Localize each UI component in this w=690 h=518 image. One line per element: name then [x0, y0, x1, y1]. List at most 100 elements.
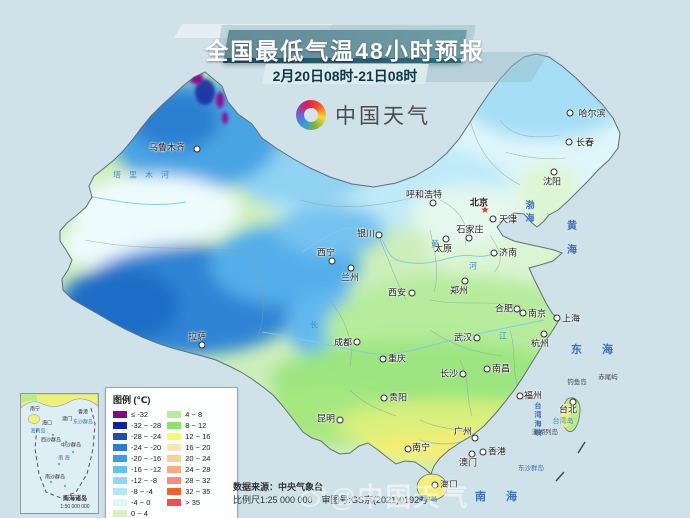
city-label: 哈尔滨: [578, 108, 606, 119]
city-label: 贵阳: [388, 392, 408, 403]
legend-entry: 4 ~ 8: [167, 410, 210, 419]
city-marker: [461, 277, 469, 285]
city-label: 天津: [498, 214, 518, 225]
island-label: 东沙群岛: [518, 465, 544, 472]
temperature-legend: 图例 (℃) ≤ -32 -32 ~ -28 -28 ~ -24 -24 ~ -20-…: [105, 387, 238, 518]
legend-range-label: ≤ -32: [131, 409, 149, 419]
legend-color-swatch: [113, 421, 127, 429]
inset-label: 南海诸岛: [62, 496, 88, 503]
city-marker: [550, 168, 558, 176]
capital-star-marker: ★: [480, 205, 490, 216]
sea-label: 渤海: [524, 200, 535, 226]
city-marker: [553, 314, 561, 322]
china-weather-logo: 中国天气: [296, 100, 431, 130]
inset-mini-map: [20, 393, 99, 499]
inset-label: 海南岛: [30, 428, 46, 435]
legend-entry: 0 ~ 4: [113, 509, 161, 518]
city-label: 沈阳: [542, 176, 562, 187]
legend-color-swatch: [167, 443, 182, 451]
city-marker: [490, 249, 498, 257]
inset-label: 东沙群岛: [72, 419, 94, 426]
city-marker: [193, 145, 201, 153]
city-label: 兰州: [340, 272, 360, 283]
legend-color-swatch: [167, 476, 182, 484]
city-marker: [442, 235, 450, 243]
legend-entry: 12 ~ 16: [167, 432, 210, 441]
legend-entry: 16 ~ 20: [167, 443, 210, 452]
city-label: 香港: [487, 446, 507, 457]
city-marker: [540, 330, 548, 338]
legend-entry: -32 ~ -28: [113, 421, 161, 430]
legend-entry: 20 ~ 24: [167, 454, 210, 463]
legend-color-swatch: [113, 509, 127, 517]
legend-color-swatch: [167, 487, 182, 495]
river-label: 长: [310, 320, 318, 330]
rivers: [87, 195, 545, 445]
city-label: 福州: [523, 390, 543, 401]
legend-entry: -8 ~ -4: [113, 487, 161, 496]
inset-label: 西沙群岛: [40, 437, 62, 444]
taiwan-west-shade: [560, 403, 571, 428]
city-label: 济南: [498, 247, 518, 258]
sea-label: 东海: [571, 344, 633, 356]
legend-color-swatch: [113, 487, 127, 495]
city-marker: [473, 334, 481, 342]
legend-entry: 24 ~ 28: [167, 465, 210, 474]
river-label: 塔里木河: [113, 170, 177, 180]
city-label: 澳门: [458, 457, 478, 468]
inset-label: 南 海: [58, 455, 70, 462]
city-marker: [513, 305, 521, 313]
river-label: 江: [499, 331, 507, 341]
city-marker: [429, 199, 437, 207]
legend-range-label: 24 ~ 28: [185, 464, 211, 474]
city-marker: [566, 109, 574, 117]
legend-range-label: 28 ~ 32: [185, 475, 211, 485]
city-marker: [328, 257, 336, 265]
legend-color-swatch: [113, 476, 127, 484]
city-label: 石家庄: [456, 224, 484, 235]
legend-color-swatch: [113, 443, 127, 451]
city-label: 南昌: [491, 363, 511, 374]
legend-color-swatch: [167, 421, 182, 429]
inset-label: 中沙群岛: [60, 442, 82, 449]
city-label: 西安: [387, 287, 407, 298]
legend-color-swatch: [167, 432, 182, 440]
legend-color-swatch: [113, 498, 127, 506]
inset-label: 澳门: [61, 416, 73, 423]
city-label: 广州: [453, 426, 473, 437]
data-source-note: 数据来源：中央气象台 比例尺1:25 000 000 审图号:GS京(2021)…: [233, 481, 428, 506]
legend-entry: -20 ~ -16: [113, 454, 161, 463]
inset-label: 南宁: [29, 406, 41, 413]
city-label: 郑州: [449, 285, 469, 296]
city-marker: [569, 398, 577, 406]
weather-logo-icon: [296, 100, 326, 130]
dash-boundary-marks: [555, 441, 586, 482]
city-marker: [479, 448, 487, 456]
legend-color-swatch: [167, 465, 182, 473]
island-label: 海南岛: [416, 496, 438, 503]
legend-entry: -4 ~ 0: [113, 498, 161, 507]
city-label: 南京: [527, 308, 547, 319]
legend-color-swatch: [167, 410, 182, 418]
city-label: 银川: [356, 228, 376, 239]
city-label: 合肥: [494, 303, 514, 314]
city-label: 海口: [439, 479, 459, 490]
city-marker: [471, 434, 479, 442]
legend-entry: ≤ -32: [113, 410, 161, 419]
province-borders: [84, 119, 567, 437]
river-label: 河: [469, 261, 477, 271]
legend-range-label: 4 ~ 8: [185, 409, 203, 419]
inset-label: 1:50 000 000: [60, 504, 90, 510]
city-marker: [380, 394, 388, 402]
city-label: 杭州: [530, 338, 550, 349]
inset-label: 南沙群岛: [44, 474, 66, 481]
legend-range-label: -24 ~ -20: [131, 442, 162, 452]
island-label: 钓鱼岛: [567, 379, 587, 386]
legend-range-label: 0 ~ 4: [131, 508, 148, 518]
legend-entry: > 35: [167, 498, 210, 507]
map-title: 全国最低气温48小时预报: [205, 38, 485, 64]
legend-entry: 8 ~ 12: [167, 421, 210, 430]
city-label: 乌鲁木齐: [148, 142, 186, 153]
legend-entry: -28 ~ -24: [113, 432, 161, 441]
island-label: 台湾岛: [552, 418, 574, 425]
